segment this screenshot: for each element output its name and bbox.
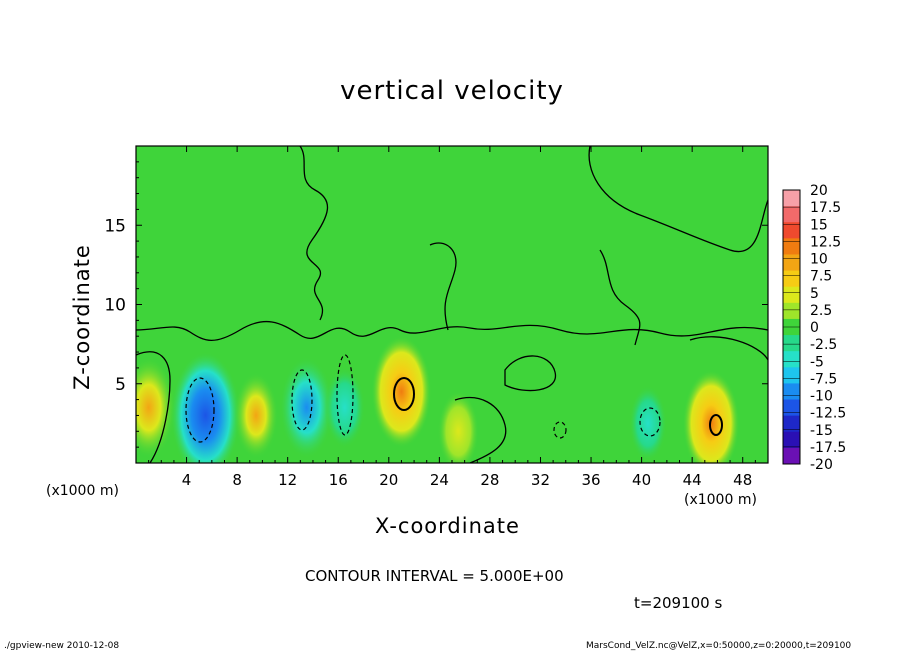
colorbar-label: 10 (810, 252, 828, 268)
colorbar-swatch (783, 415, 800, 433)
colorbar-label: 17.5 (810, 200, 841, 216)
contour-interval-text: CONTOUR INTERVAL = 5.000E+00 (305, 567, 564, 585)
colorbar-label: 12.5 (810, 234, 841, 250)
y-tick-label: 15 (104, 216, 126, 236)
x-tick-label: 36 (581, 471, 600, 489)
x-tick-label: 16 (329, 471, 348, 489)
colorbar-label: 15 (810, 217, 828, 233)
colorbar-label: 5 (810, 286, 819, 302)
x-tick-label: 12 (278, 471, 297, 489)
x-unit-left: (x1000 m) (46, 483, 119, 499)
x-tick-label: 44 (683, 471, 702, 489)
colorbar-swatch (783, 431, 800, 449)
colorbar-label: -5 (810, 354, 824, 370)
x-tick-label: 48 (733, 471, 752, 489)
colorbar-swatch (783, 399, 800, 417)
colorbar-swatch (783, 383, 800, 401)
y-axis: 5 10 15 (104, 161, 768, 448)
colorbar-swatch (783, 367, 800, 384)
colorbar-swatch (783, 222, 800, 239)
colorbar-swatch (783, 335, 800, 352)
feature-7 (629, 385, 667, 462)
feature-5 (371, 335, 432, 448)
x-tick-label: 4 (182, 471, 192, 489)
feature-0 (136, 356, 176, 459)
colorbar-swatch (783, 254, 800, 272)
colorbar-swatch (783, 302, 800, 320)
colorbar-swatch (783, 447, 800, 465)
colorbar-label: -17.5 (810, 440, 846, 456)
feature-1 (170, 351, 241, 463)
y-tick-label: 5 (115, 375, 126, 395)
feature-2 (234, 372, 279, 459)
x-tick-label: 24 (430, 471, 449, 489)
footer-left: ./gpview-new 2010-12-08 (4, 641, 120, 651)
negative-contours (185, 354, 661, 443)
y-axis-label: Z-coordinate (70, 244, 94, 390)
time-text: t=209100 s (634, 594, 723, 612)
x-tick-label: 28 (480, 471, 499, 489)
colorbar-label: 2.5 (810, 303, 832, 319)
y-tick-label: 10 (104, 296, 126, 316)
colorbar-swatch (783, 206, 800, 223)
contour-lines (136, 146, 768, 463)
strong-contours (393, 377, 723, 436)
colorbar-label: -15 (810, 423, 833, 439)
feature-3 (279, 356, 334, 459)
colorbar-label: 0 (810, 320, 819, 336)
colorbar-label: 20 (810, 183, 828, 199)
colorbar-swatch (783, 286, 800, 304)
colorbar-label: -2.5 (810, 337, 837, 353)
feature-6 (437, 390, 479, 463)
colorbar-label: -12.5 (810, 406, 846, 422)
chart-title: vertical velocity (340, 76, 564, 106)
x-tick-label: 32 (531, 471, 550, 489)
colorbar-label: 7.5 (810, 269, 832, 285)
x-tick-label: 40 (632, 471, 651, 489)
x-tick-label: 8 (232, 471, 242, 489)
colorbar-swatch (783, 190, 800, 207)
colorbar-swatch (783, 351, 800, 368)
x-unit-right: (x1000 m) (684, 492, 757, 508)
colorbar-label: -7.5 (810, 371, 837, 387)
colorbar-swatch (783, 270, 800, 288)
colorbar-label: -10 (810, 389, 833, 405)
x-axis-label: X-coordinate (375, 514, 520, 538)
x-tick-label: 20 (379, 471, 398, 489)
colorbar-swatch (783, 238, 800, 255)
feature-8 (682, 369, 740, 463)
feature-4 (324, 367, 365, 448)
colorbar-label: -20 (810, 457, 833, 473)
footer-right: MarsCond_VelZ.nc@VelZ,x=0:50000,z=0:2000… (586, 641, 852, 651)
x-axis: 4 8 12 16 20 24 28 32 36 40 44 48 (148, 146, 756, 489)
